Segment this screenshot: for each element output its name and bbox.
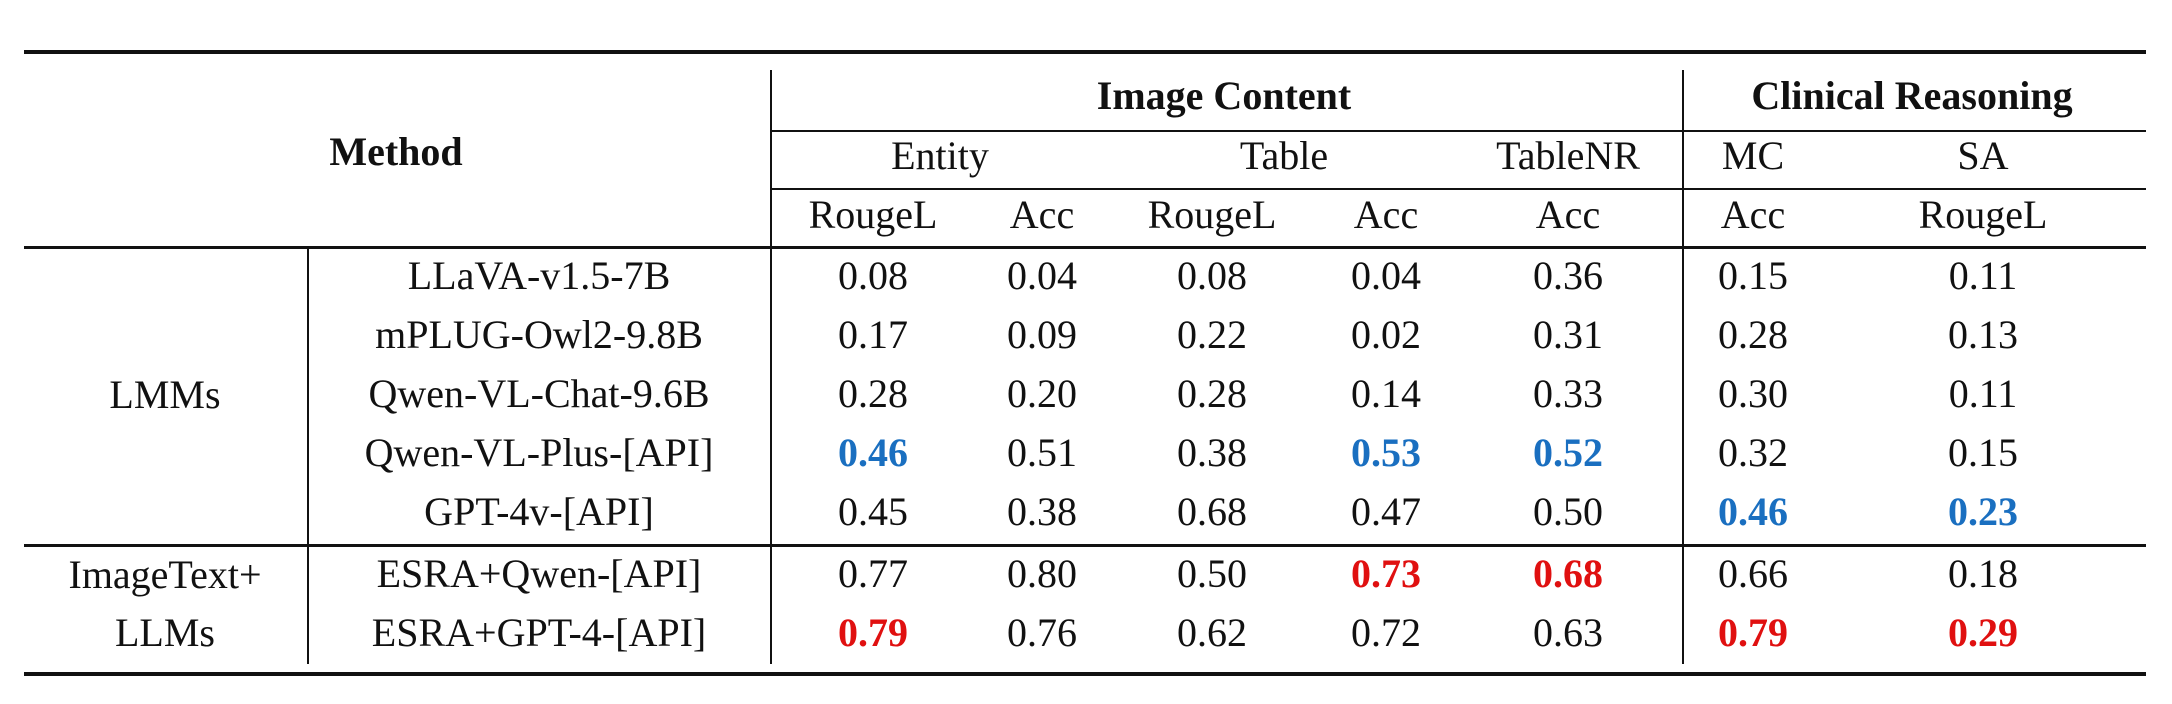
table-cell: 0.18 <box>1948 551 2018 596</box>
sa-header: SA <box>1957 133 2009 178</box>
table-cell: 0.04 <box>1007 253 1077 298</box>
method-name: ESRA+GPT-4-[API] <box>371 610 707 655</box>
group-header-rule <box>771 130 2146 132</box>
table-cell: 0.02 <box>1351 312 1421 357</box>
table-header: Table <box>1239 133 1329 178</box>
table-cell: 0.36 <box>1533 253 1603 298</box>
table-cell: 0.76 <box>1007 610 1077 655</box>
method-name: Qwen-VL-Plus-[API] <box>364 430 714 475</box>
metric-header: RougeL <box>1918 192 2048 237</box>
table-cell: 0.66 <box>1718 551 1788 596</box>
table-cell: 0.32 <box>1718 430 1788 475</box>
table-cell: 0.28 <box>1177 371 1247 416</box>
table-cell: 0.79 <box>1718 610 1788 655</box>
clinical-divider <box>1682 70 1684 664</box>
table-cell: 0.50 <box>1533 489 1603 534</box>
metric-header: RougeL <box>1147 192 1277 237</box>
table-cell: 0.28 <box>1718 312 1788 357</box>
entity-header: Entity <box>891 133 989 178</box>
table-cell: 0.51 <box>1007 430 1077 475</box>
table-cell: 0.47 <box>1351 489 1421 534</box>
table-cell: 0.38 <box>1007 489 1077 534</box>
table-cell: 0.30 <box>1718 371 1788 416</box>
table-cell: 0.14 <box>1351 371 1421 416</box>
table-cell: 0.72 <box>1351 610 1421 655</box>
group-label-imagetext: ImageText+ <box>68 552 262 597</box>
image-content-header: Image Content <box>1096 73 1352 118</box>
table-cell: 0.68 <box>1533 551 1603 596</box>
table-cell: 0.17 <box>838 312 908 357</box>
table-cell: 0.79 <box>838 610 908 655</box>
table-cell: 0.50 <box>1177 551 1247 596</box>
table-cell: 0.33 <box>1533 371 1603 416</box>
table-cell: 0.22 <box>1177 312 1247 357</box>
mc-header: MC <box>1721 133 1785 178</box>
table-cell: 0.53 <box>1351 430 1421 475</box>
table-cell: 0.11 <box>1948 253 2018 298</box>
table-cell: 0.08 <box>1177 253 1247 298</box>
method-name: Qwen-VL-Chat-9.6B <box>368 371 710 416</box>
table-cell: 0.04 <box>1351 253 1421 298</box>
method-name: LLaVA-v1.5-7B <box>407 253 671 298</box>
table-cell: 0.62 <box>1177 610 1247 655</box>
method-name: ESRA+Qwen-[API] <box>376 551 702 596</box>
method-divider <box>770 70 772 664</box>
table-cell: 0.73 <box>1351 551 1421 596</box>
table-cell: 0.28 <box>838 371 908 416</box>
method-name: GPT-4v-[API] <box>424 489 654 534</box>
table-cell: 0.08 <box>838 253 908 298</box>
top-rule <box>24 50 2146 54</box>
method-name: mPLUG-Owl2-9.8B <box>375 312 703 357</box>
table-cell: 0.11 <box>1948 371 2018 416</box>
tablenr-header: TableNR <box>1496 133 1640 178</box>
table-cell: 0.13 <box>1948 312 2018 357</box>
table-cell: 0.15 <box>1948 430 2018 475</box>
metric-header: RougeL <box>808 192 938 237</box>
group-label-divider <box>307 248 309 664</box>
clinical-reasoning-header: Clinical Reasoning <box>1751 73 2073 118</box>
table-cell: 0.46 <box>838 430 908 475</box>
group-label-imagetext: LLMs <box>115 610 215 655</box>
header-bottom-rule <box>24 246 2146 249</box>
group-label-lmms: LMMs <box>109 372 221 417</box>
table-cell: 0.46 <box>1718 489 1788 534</box>
metric-header: Acc <box>1009 192 1075 237</box>
table-cell: 0.52 <box>1533 430 1603 475</box>
method-header: Method <box>329 129 463 174</box>
table-cell: 0.63 <box>1533 610 1603 655</box>
table-cell: 0.31 <box>1533 312 1603 357</box>
metric-header: Acc <box>1353 192 1419 237</box>
bottom-rule <box>24 672 2146 676</box>
table-cell: 0.68 <box>1177 489 1247 534</box>
table-cell: 0.20 <box>1007 371 1077 416</box>
metric-header: Acc <box>1535 192 1601 237</box>
table-cell: 0.45 <box>838 489 908 534</box>
table-cell: 0.09 <box>1007 312 1077 357</box>
table-cell: 0.23 <box>1948 489 2018 534</box>
table-cell: 0.29 <box>1948 610 2018 655</box>
table-cell: 0.15 <box>1718 253 1788 298</box>
table-cell: 0.80 <box>1007 551 1077 596</box>
group-separator-rule <box>24 544 2146 547</box>
table-cell: 0.77 <box>838 551 908 596</box>
table-cell: 0.38 <box>1177 430 1247 475</box>
subheader-rule <box>771 188 2146 190</box>
metric-header: Acc <box>1720 192 1786 237</box>
